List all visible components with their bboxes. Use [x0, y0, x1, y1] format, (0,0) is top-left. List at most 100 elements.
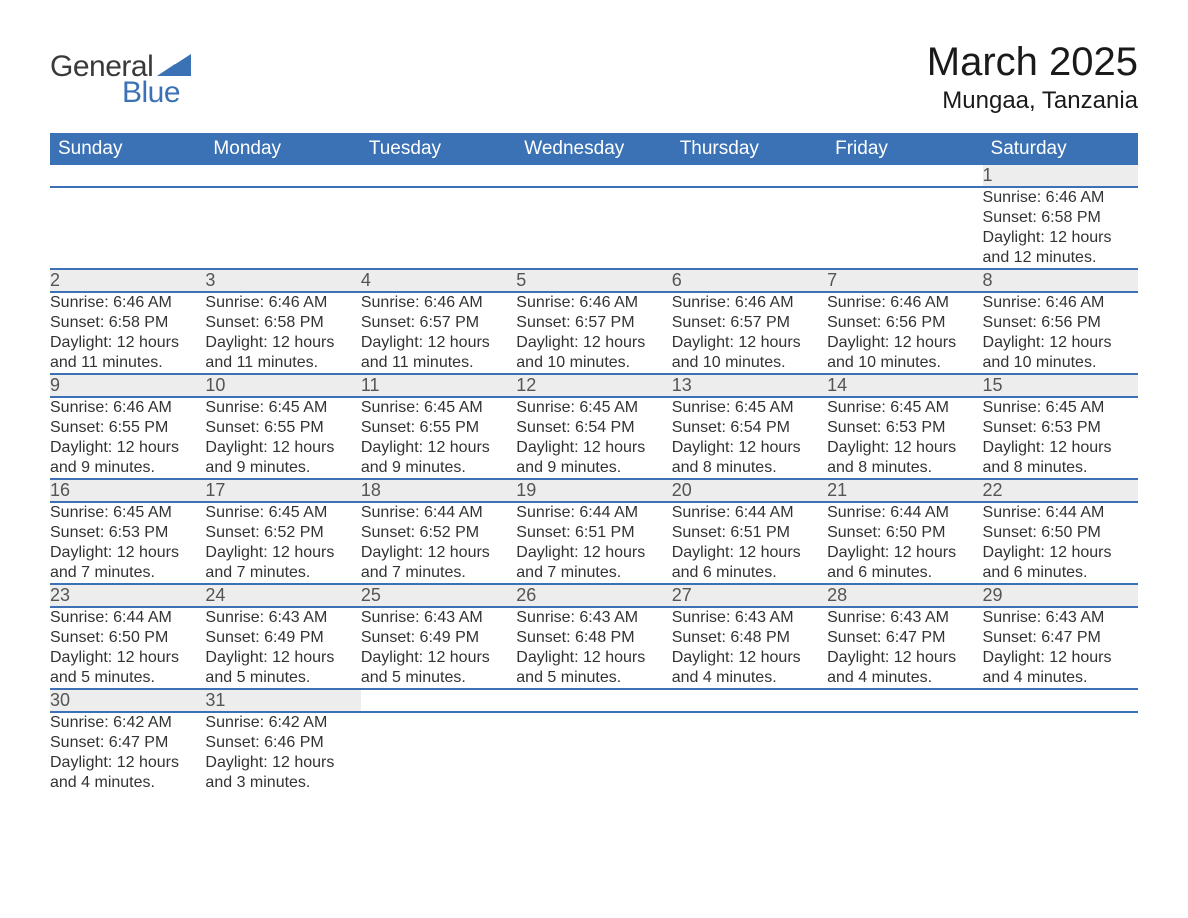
- sunrise-text: Sunrise: 6:45 AM: [50, 503, 205, 523]
- day-number-cell: 29: [983, 584, 1138, 607]
- sunrise-text: Sunrise: 6:44 AM: [516, 503, 671, 523]
- sunset-text: Sunset: 6:52 PM: [361, 523, 516, 543]
- day-content-cell: Sunrise: 6:45 AMSunset: 6:53 PMDaylight:…: [827, 397, 982, 479]
- day-number-cell: 16: [50, 479, 205, 502]
- day-content-cell: [50, 187, 205, 269]
- daylight-text: Daylight: 12 hours and 9 minutes.: [516, 438, 671, 478]
- daylight-text: Daylight: 12 hours and 5 minutes.: [205, 648, 360, 688]
- day-content-cell: Sunrise: 6:44 AMSunset: 6:51 PMDaylight:…: [516, 502, 671, 584]
- week-content-row: Sunrise: 6:46 AMSunset: 6:55 PMDaylight:…: [50, 397, 1138, 479]
- sunrise-text: Sunrise: 6:43 AM: [827, 608, 982, 628]
- day-number-cell: [361, 165, 516, 187]
- sunrise-text: Sunrise: 6:43 AM: [983, 608, 1138, 628]
- day-content-cell: Sunrise: 6:46 AMSunset: 6:57 PMDaylight:…: [361, 292, 516, 374]
- day-header: Wednesday: [516, 133, 671, 165]
- sunset-text: Sunset: 6:58 PM: [50, 313, 205, 333]
- sunrise-text: Sunrise: 6:46 AM: [50, 293, 205, 313]
- sunset-text: Sunset: 6:48 PM: [516, 628, 671, 648]
- daylight-text: Daylight: 12 hours and 7 minutes.: [361, 543, 516, 583]
- sunset-text: Sunset: 6:55 PM: [50, 418, 205, 438]
- sunset-text: Sunset: 6:51 PM: [672, 523, 827, 543]
- day-header: Thursday: [672, 133, 827, 165]
- day-content-cell: Sunrise: 6:46 AMSunset: 6:57 PMDaylight:…: [516, 292, 671, 374]
- daylight-text: Daylight: 12 hours and 9 minutes.: [361, 438, 516, 478]
- sunset-text: Sunset: 6:55 PM: [205, 418, 360, 438]
- day-content-cell: Sunrise: 6:44 AMSunset: 6:50 PMDaylight:…: [827, 502, 982, 584]
- day-content-cell: Sunrise: 6:45 AMSunset: 6:55 PMDaylight:…: [205, 397, 360, 479]
- day-content-cell: [361, 712, 516, 793]
- sunrise-text: Sunrise: 6:42 AM: [50, 713, 205, 733]
- day-content-cell: Sunrise: 6:44 AMSunset: 6:50 PMDaylight:…: [50, 607, 205, 689]
- week-daynum-row: 3031: [50, 689, 1138, 712]
- sunrise-text: Sunrise: 6:45 AM: [205, 398, 360, 418]
- day-content-cell: Sunrise: 6:44 AMSunset: 6:51 PMDaylight:…: [672, 502, 827, 584]
- daylight-text: Daylight: 12 hours and 4 minutes.: [827, 648, 982, 688]
- daylight-text: Daylight: 12 hours and 8 minutes.: [672, 438, 827, 478]
- day-number-cell: 10: [205, 374, 360, 397]
- daylight-text: Daylight: 12 hours and 5 minutes.: [361, 648, 516, 688]
- week-content-row: Sunrise: 6:46 AMSunset: 6:58 PMDaylight:…: [50, 187, 1138, 269]
- day-number-cell: [983, 689, 1138, 712]
- day-content-cell: Sunrise: 6:43 AMSunset: 6:48 PMDaylight:…: [672, 607, 827, 689]
- sunrise-text: Sunrise: 6:42 AM: [205, 713, 360, 733]
- day-number-cell: 25: [361, 584, 516, 607]
- day-number-cell: 17: [205, 479, 360, 502]
- sunrise-text: Sunrise: 6:46 AM: [672, 293, 827, 313]
- sunset-text: Sunset: 6:50 PM: [827, 523, 982, 543]
- daylight-text: Daylight: 12 hours and 12 minutes.: [983, 228, 1138, 268]
- daylight-text: Daylight: 12 hours and 7 minutes.: [205, 543, 360, 583]
- sunset-text: Sunset: 6:56 PM: [983, 313, 1138, 333]
- daylight-text: Daylight: 12 hours and 5 minutes.: [50, 648, 205, 688]
- daylight-text: Daylight: 12 hours and 9 minutes.: [205, 438, 360, 478]
- sunset-text: Sunset: 6:55 PM: [361, 418, 516, 438]
- day-number-cell: 5: [516, 269, 671, 292]
- day-number-cell: 14: [827, 374, 982, 397]
- sunset-text: Sunset: 6:54 PM: [516, 418, 671, 438]
- week-daynum-row: 16171819202122: [50, 479, 1138, 502]
- day-content-cell: Sunrise: 6:46 AMSunset: 6:56 PMDaylight:…: [983, 292, 1138, 374]
- day-content-cell: [672, 712, 827, 793]
- daylight-text: Daylight: 12 hours and 8 minutes.: [827, 438, 982, 478]
- day-content-cell: Sunrise: 6:43 AMSunset: 6:48 PMDaylight:…: [516, 607, 671, 689]
- day-content-cell: Sunrise: 6:46 AMSunset: 6:57 PMDaylight:…: [672, 292, 827, 374]
- daylight-text: Daylight: 12 hours and 3 minutes.: [205, 753, 360, 793]
- day-content-cell: Sunrise: 6:45 AMSunset: 6:52 PMDaylight:…: [205, 502, 360, 584]
- day-content-cell: [361, 187, 516, 269]
- day-content-cell: Sunrise: 6:46 AMSunset: 6:58 PMDaylight:…: [205, 292, 360, 374]
- sunset-text: Sunset: 6:51 PM: [516, 523, 671, 543]
- day-content-cell: Sunrise: 6:45 AMSunset: 6:53 PMDaylight:…: [50, 502, 205, 584]
- sunset-text: Sunset: 6:50 PM: [50, 628, 205, 648]
- day-content-cell: [205, 187, 360, 269]
- day-number-cell: [827, 689, 982, 712]
- daylight-text: Daylight: 12 hours and 4 minutes.: [672, 648, 827, 688]
- sunrise-text: Sunrise: 6:44 AM: [361, 503, 516, 523]
- sunset-text: Sunset: 6:54 PM: [672, 418, 827, 438]
- daylight-text: Daylight: 12 hours and 4 minutes.: [50, 753, 205, 793]
- day-number-cell: 23: [50, 584, 205, 607]
- sunset-text: Sunset: 6:57 PM: [516, 313, 671, 333]
- daylight-text: Daylight: 12 hours and 7 minutes.: [50, 543, 205, 583]
- daylight-text: Daylight: 12 hours and 11 minutes.: [50, 333, 205, 373]
- daylight-text: Daylight: 12 hours and 9 minutes.: [50, 438, 205, 478]
- sunset-text: Sunset: 6:53 PM: [983, 418, 1138, 438]
- day-number-cell: 6: [672, 269, 827, 292]
- week-daynum-row: 23242526272829: [50, 584, 1138, 607]
- daylight-text: Daylight: 12 hours and 10 minutes.: [516, 333, 671, 373]
- day-content-cell: [983, 712, 1138, 793]
- day-number-cell: 18: [361, 479, 516, 502]
- daylight-text: Daylight: 12 hours and 10 minutes.: [983, 333, 1138, 373]
- daylight-text: Daylight: 12 hours and 7 minutes.: [516, 543, 671, 583]
- page-title: March 2025: [927, 40, 1138, 85]
- day-number-cell: [827, 165, 982, 187]
- day-content-cell: Sunrise: 6:45 AMSunset: 6:53 PMDaylight:…: [983, 397, 1138, 479]
- sunset-text: Sunset: 6:48 PM: [672, 628, 827, 648]
- day-number-cell: [516, 165, 671, 187]
- day-number-cell: [205, 165, 360, 187]
- day-header: Saturday: [983, 133, 1138, 165]
- day-content-cell: Sunrise: 6:45 AMSunset: 6:54 PMDaylight:…: [516, 397, 671, 479]
- daylight-text: Daylight: 12 hours and 5 minutes.: [516, 648, 671, 688]
- daylight-text: Daylight: 12 hours and 11 minutes.: [361, 333, 516, 373]
- sunrise-text: Sunrise: 6:45 AM: [672, 398, 827, 418]
- sunset-text: Sunset: 6:53 PM: [827, 418, 982, 438]
- day-number-cell: 22: [983, 479, 1138, 502]
